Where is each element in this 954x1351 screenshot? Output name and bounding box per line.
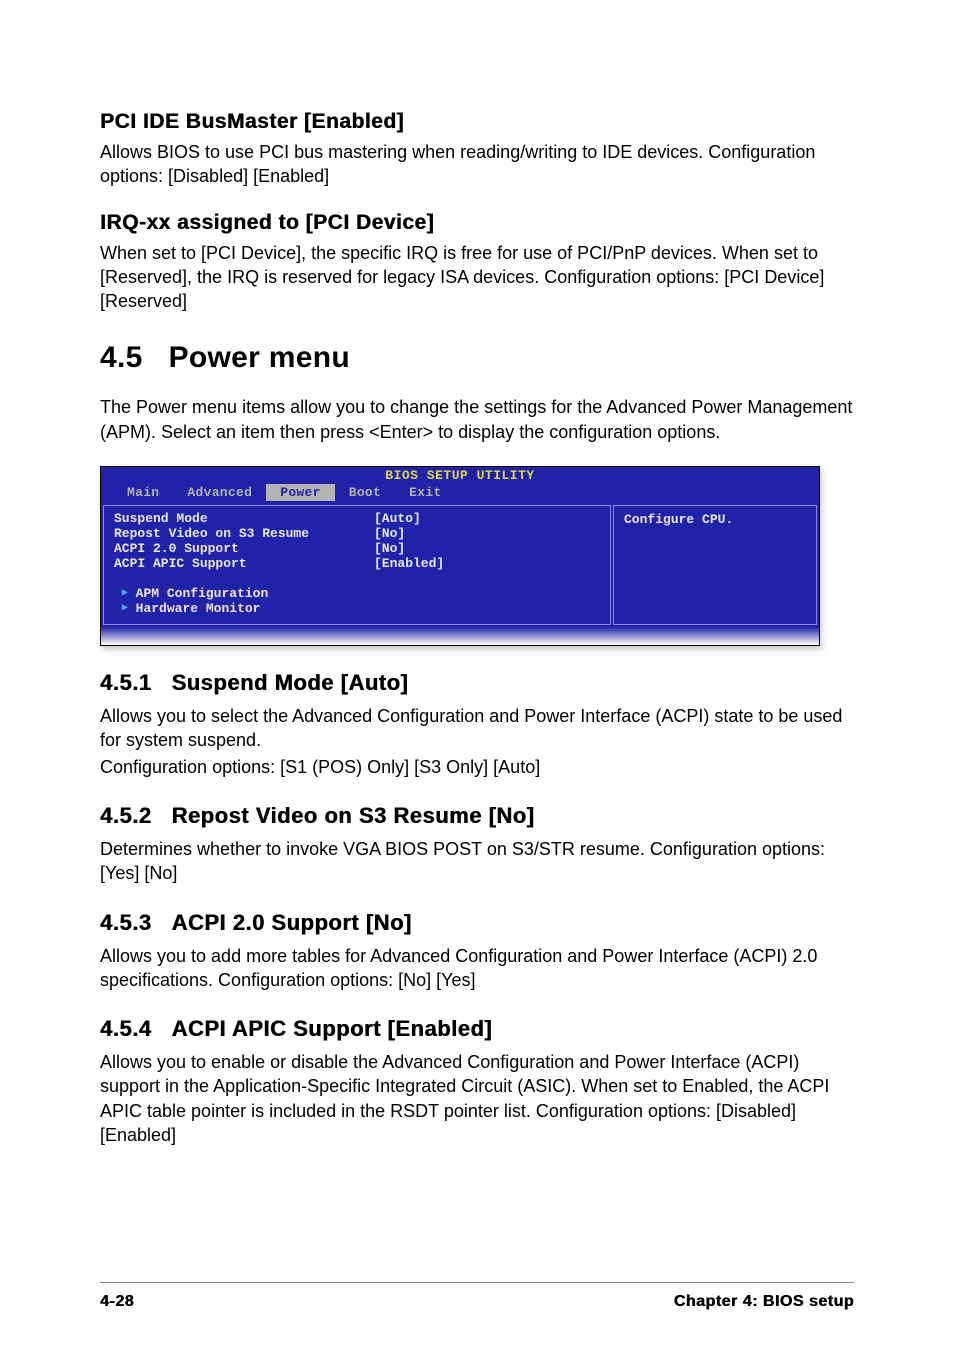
bios-fade — [101, 627, 819, 645]
bios-tab-bar: Main Advanced Power Boot Exit — [101, 484, 819, 503]
bios-help-text: Configure CPU. — [624, 512, 806, 527]
chapter-label: Chapter 4: BIOS setup — [674, 1293, 854, 1311]
bios-tab-power[interactable]: Power — [266, 484, 335, 501]
para-452: Determines whether to invoke VGA BIOS PO… — [100, 837, 854, 886]
bios-item-acpi-apic[interactable]: ACPI APIC Support — [114, 556, 247, 571]
para-454: Allows you to enable or disable the Adva… — [100, 1050, 854, 1147]
bios-values-column: [Auto] [No] [No] [Enabled] — [374, 512, 444, 572]
page-footer: 4-28 Chapter 4: BIOS setup — [100, 1282, 854, 1311]
bios-submenu-hardware[interactable]: Hardware Monitor — [136, 601, 261, 616]
bios-value-repost: [No] — [374, 526, 405, 541]
bios-value-acpi-apic: [Enabled] — [374, 556, 444, 571]
bios-submenu-apm[interactable]: APM Configuration — [136, 586, 269, 601]
section-title-453: ACPI 2.0 Support [No] — [171, 910, 411, 936]
chapter-number: 4.5 — [100, 341, 143, 375]
section-number-452: 4.5.2 — [100, 803, 151, 829]
section-title-452: Repost Video on S3 Resume [No] — [171, 803, 534, 829]
bios-value-suspend: [Auto] — [374, 511, 421, 526]
heading-pci-ide: PCI IDE BusMaster [Enabled] — [100, 110, 854, 134]
para-451b: Configuration options: [S1 (POS) Only] [… — [100, 755, 854, 779]
triangle-right-icon: ▶ — [122, 588, 128, 600]
bios-main-panel: Suspend Mode Repost Video on S3 Resume A… — [103, 505, 611, 625]
bios-help-panel: Configure CPU. — [613, 505, 817, 625]
para-451a: Allows you to select the Advanced Config… — [100, 704, 854, 753]
page-number: 4-28 — [100, 1293, 134, 1311]
bios-item-repost[interactable]: Repost Video on S3 Resume — [114, 526, 309, 541]
bios-item-suspend[interactable]: Suspend Mode — [114, 511, 208, 526]
triangle-right-icon: ▶ — [122, 603, 128, 615]
bios-value-acpi20: [No] — [374, 541, 405, 556]
bios-tab-boot[interactable]: Boot — [335, 484, 395, 501]
section-number-454: 4.5.4 — [100, 1016, 151, 1042]
para-irq: When set to [PCI Device], the specific I… — [100, 241, 854, 314]
bios-tab-main[interactable]: Main — [113, 484, 173, 501]
section-number-451: 4.5.1 — [100, 670, 151, 696]
para-453: Allows you to add more tables for Advanc… — [100, 944, 854, 993]
bios-screenshot: BIOS SETUP UTILITY Main Advanced Power B… — [100, 466, 820, 646]
bios-title: BIOS SETUP UTILITY — [101, 468, 819, 483]
bios-tab-exit[interactable]: Exit — [395, 484, 455, 501]
heading-irq: IRQ-xx assigned to [PCI Device] — [100, 211, 854, 235]
bios-item-acpi20[interactable]: ACPI 2.0 Support — [114, 541, 239, 556]
chapter-title: Power menu — [169, 341, 350, 375]
section-number-453: 4.5.3 — [100, 910, 151, 936]
bios-tab-advanced[interactable]: Advanced — [173, 484, 266, 501]
section-title-451: Suspend Mode [Auto] — [171, 670, 408, 696]
chapter-intro: The Power menu items allow you to change… — [100, 395, 854, 444]
bios-labels-column: Suspend Mode Repost Video on S3 Resume A… — [114, 512, 309, 618]
para-pci-ide: Allows BIOS to use PCI bus mastering whe… — [100, 140, 854, 189]
section-title-454: ACPI APIC Support [Enabled] — [171, 1016, 492, 1042]
